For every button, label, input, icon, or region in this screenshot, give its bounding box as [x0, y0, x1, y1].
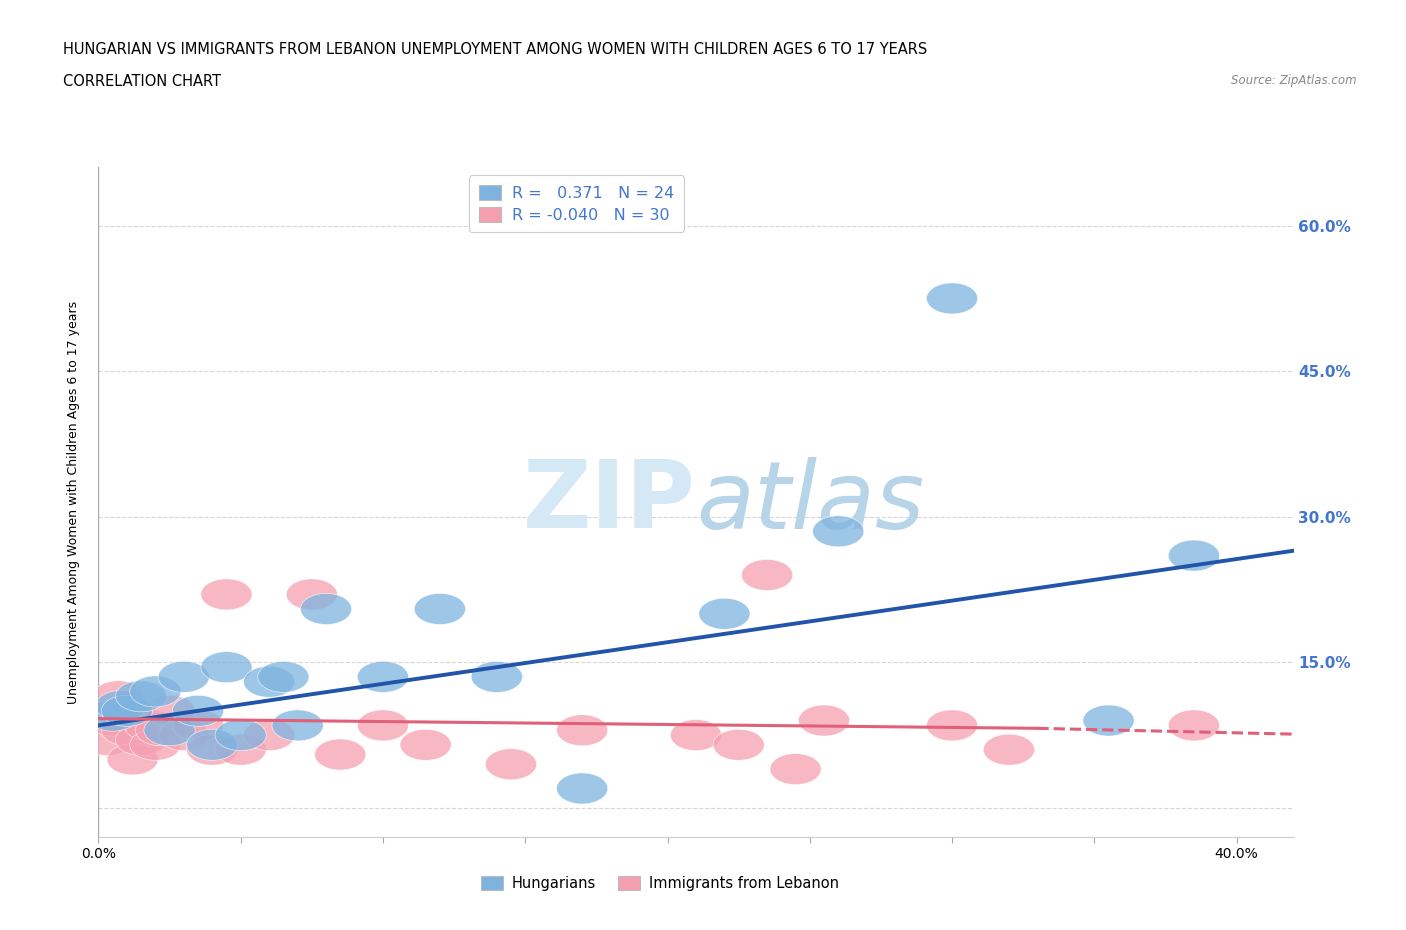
- Legend: Hungarians, Immigrants from Lebanon: Hungarians, Immigrants from Lebanon: [475, 870, 845, 897]
- Ellipse shape: [101, 715, 152, 746]
- Ellipse shape: [96, 690, 146, 722]
- Ellipse shape: [287, 578, 337, 610]
- Ellipse shape: [415, 593, 465, 624]
- Ellipse shape: [671, 720, 721, 751]
- Ellipse shape: [129, 729, 181, 761]
- Ellipse shape: [215, 734, 266, 765]
- Ellipse shape: [243, 666, 295, 698]
- Ellipse shape: [257, 661, 309, 693]
- Ellipse shape: [93, 681, 143, 711]
- Ellipse shape: [173, 710, 224, 741]
- Ellipse shape: [713, 729, 765, 761]
- Text: atlas: atlas: [696, 457, 924, 548]
- Ellipse shape: [813, 516, 863, 547]
- Ellipse shape: [187, 734, 238, 765]
- Ellipse shape: [401, 729, 451, 761]
- Ellipse shape: [357, 661, 409, 693]
- Ellipse shape: [129, 676, 181, 707]
- Ellipse shape: [243, 720, 295, 751]
- Ellipse shape: [1083, 705, 1135, 736]
- Ellipse shape: [115, 724, 167, 755]
- Ellipse shape: [173, 696, 224, 726]
- Ellipse shape: [927, 283, 977, 314]
- Ellipse shape: [143, 715, 195, 746]
- Text: HUNGARIAN VS IMMIGRANTS FROM LEBANON UNEMPLOYMENT AMONG WOMEN WITH CHILDREN AGES: HUNGARIAN VS IMMIGRANTS FROM LEBANON UNE…: [63, 42, 928, 57]
- Ellipse shape: [201, 652, 252, 683]
- Ellipse shape: [271, 710, 323, 741]
- Text: Source: ZipAtlas.com: Source: ZipAtlas.com: [1232, 74, 1357, 87]
- Ellipse shape: [315, 739, 366, 770]
- Ellipse shape: [770, 753, 821, 785]
- Ellipse shape: [82, 724, 132, 755]
- Ellipse shape: [87, 700, 138, 731]
- Ellipse shape: [159, 720, 209, 751]
- Ellipse shape: [101, 696, 152, 726]
- Ellipse shape: [983, 734, 1035, 765]
- Ellipse shape: [159, 661, 209, 693]
- Ellipse shape: [107, 744, 159, 775]
- Ellipse shape: [741, 560, 793, 591]
- Ellipse shape: [124, 710, 176, 741]
- Ellipse shape: [1168, 540, 1219, 571]
- Ellipse shape: [799, 705, 849, 736]
- Y-axis label: Unemployment Among Women with Children Ages 6 to 17 years: Unemployment Among Women with Children A…: [66, 300, 80, 704]
- Ellipse shape: [135, 715, 187, 746]
- Ellipse shape: [215, 720, 266, 751]
- Ellipse shape: [557, 715, 607, 746]
- Text: CORRELATION CHART: CORRELATION CHART: [63, 74, 221, 89]
- Ellipse shape: [927, 710, 977, 741]
- Ellipse shape: [115, 681, 167, 711]
- Ellipse shape: [201, 578, 252, 610]
- Ellipse shape: [1168, 710, 1219, 741]
- Ellipse shape: [699, 598, 749, 630]
- Ellipse shape: [471, 661, 523, 693]
- Ellipse shape: [557, 773, 607, 804]
- Ellipse shape: [301, 593, 352, 624]
- Text: ZIP: ZIP: [523, 457, 696, 548]
- Ellipse shape: [357, 710, 409, 741]
- Ellipse shape: [87, 705, 138, 736]
- Ellipse shape: [143, 696, 195, 726]
- Ellipse shape: [187, 729, 238, 761]
- Ellipse shape: [485, 749, 537, 779]
